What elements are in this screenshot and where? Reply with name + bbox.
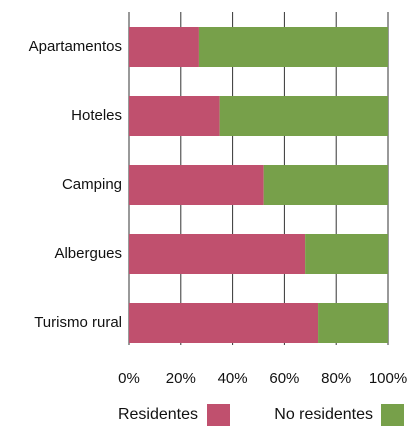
- x-tick-label: 0%: [118, 370, 140, 387]
- y-tick-label: Albergues: [54, 245, 122, 262]
- bar-segment: [318, 303, 388, 343]
- y-tick-label: Turismo rural: [34, 314, 122, 331]
- bar-segment: [264, 165, 388, 205]
- bar-segment: [305, 234, 388, 274]
- bar-segment: [199, 27, 388, 67]
- x-tick-label: 20%: [166, 370, 196, 387]
- y-tick-label: Camping: [62, 176, 122, 193]
- x-tick-label: 100%: [369, 370, 407, 387]
- legend-label: No residentes: [274, 406, 373, 423]
- y-tick-label: Apartamentos: [29, 38, 122, 55]
- legend-label: Residentes: [118, 406, 198, 423]
- x-tick-label: 80%: [321, 370, 351, 387]
- x-tick-label: 40%: [218, 370, 248, 387]
- bar-segment: [129, 234, 305, 274]
- legend-swatch: [381, 404, 404, 426]
- bar-segment: [129, 303, 318, 343]
- y-tick-label: Hoteles: [71, 107, 122, 124]
- x-tick-label: 60%: [269, 370, 299, 387]
- bar-segment: [129, 96, 220, 136]
- chart: 0% 20% 40% 60% 80% 100% Apartamentos Hoteles Cam…: [0, 0, 411, 430]
- bar-segment: [129, 27, 199, 67]
- bar-segment: [220, 96, 388, 136]
- legend-swatch: [207, 404, 230, 426]
- bar-segment: [129, 165, 264, 205]
